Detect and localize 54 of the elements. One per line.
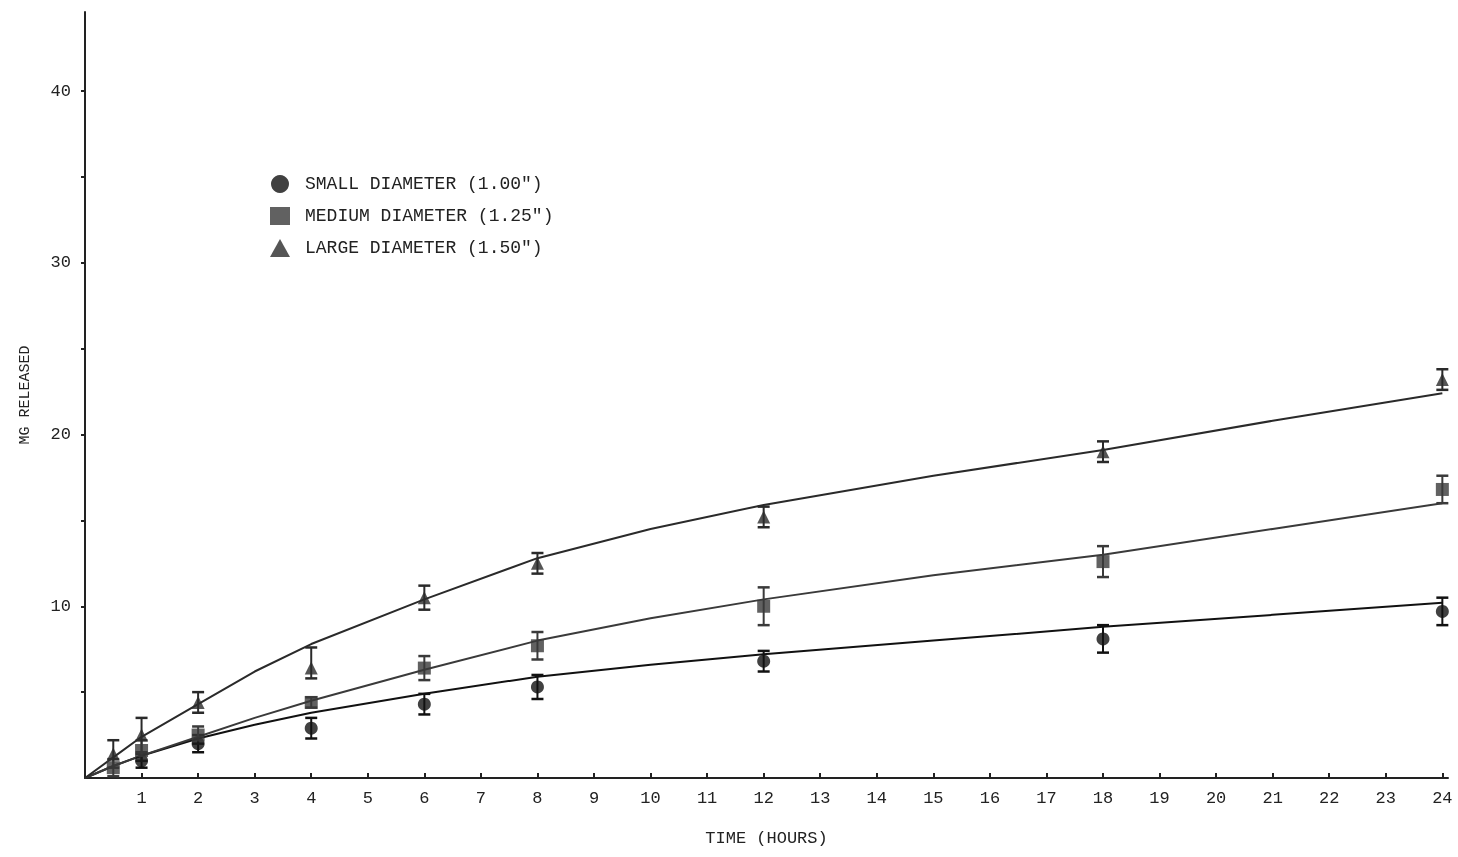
point bbox=[106, 747, 120, 761]
x-tick-label: 16 bbox=[979, 789, 1001, 808]
point bbox=[1435, 373, 1449, 387]
x-tick-label: 22 bbox=[1319, 789, 1340, 808]
point bbox=[530, 639, 544, 653]
y-axis-title: MG RELEASED bbox=[17, 345, 34, 445]
point bbox=[530, 680, 544, 694]
x-tick-label: 4 bbox=[306, 789, 317, 808]
point bbox=[757, 510, 771, 524]
x-tick-label: 19 bbox=[1149, 789, 1170, 808]
point bbox=[1096, 555, 1110, 569]
point bbox=[135, 728, 149, 742]
x-tick-label: 3 bbox=[249, 789, 260, 808]
x-tick-label: 2 bbox=[193, 789, 204, 808]
x-tick-label: 5 bbox=[362, 789, 373, 808]
point bbox=[417, 591, 431, 605]
x-tick-label: 15 bbox=[923, 789, 944, 808]
point bbox=[106, 761, 120, 775]
point bbox=[757, 599, 771, 613]
x-tick-label: 24 bbox=[1432, 789, 1453, 808]
point bbox=[191, 695, 205, 709]
point bbox=[417, 697, 431, 711]
x-axis-title: TIME (HOURS) bbox=[705, 829, 828, 848]
point bbox=[417, 661, 431, 675]
x-tick-label: 8 bbox=[532, 789, 543, 808]
x-tick-label: 6 bbox=[419, 789, 430, 808]
x-tick-label: 9 bbox=[588, 789, 600, 808]
point bbox=[1096, 445, 1110, 459]
point bbox=[757, 654, 771, 668]
x-tick-label: 7 bbox=[475, 789, 486, 808]
point bbox=[304, 661, 318, 675]
x-tick-label: 1 bbox=[136, 789, 147, 808]
point bbox=[135, 744, 149, 758]
x-tick-label: 23 bbox=[1375, 789, 1396, 808]
x-tick-label: 13 bbox=[810, 789, 831, 808]
x-tick-label: 21 bbox=[1262, 789, 1283, 808]
x-tick-label: 11 bbox=[696, 789, 718, 808]
legend-label: SMALL DIAMETER (1.00") bbox=[305, 174, 543, 194]
legend-label: LARGE DIAMETER (1.50") bbox=[305, 238, 543, 258]
x-tick-label: 12 bbox=[753, 789, 774, 808]
point bbox=[304, 721, 318, 735]
y-tick-label: 10 bbox=[50, 596, 71, 616]
x-tick-label: 17 bbox=[1036, 789, 1057, 808]
point bbox=[1096, 632, 1110, 646]
x-tick-label: 10 bbox=[640, 789, 661, 808]
y-tick-label: 30 bbox=[50, 253, 71, 273]
y-tick-label: 20 bbox=[50, 425, 71, 444]
point bbox=[1435, 482, 1449, 496]
legend-label: MEDIUM DIAMETER (1.25") bbox=[305, 206, 554, 226]
x-tick-label: 20 bbox=[1205, 789, 1227, 808]
y-tick-label: 40 bbox=[50, 81, 71, 101]
x-tick-label: 14 bbox=[866, 789, 887, 808]
point bbox=[1435, 604, 1449, 618]
x-tick-label: 18 bbox=[1092, 789, 1114, 808]
